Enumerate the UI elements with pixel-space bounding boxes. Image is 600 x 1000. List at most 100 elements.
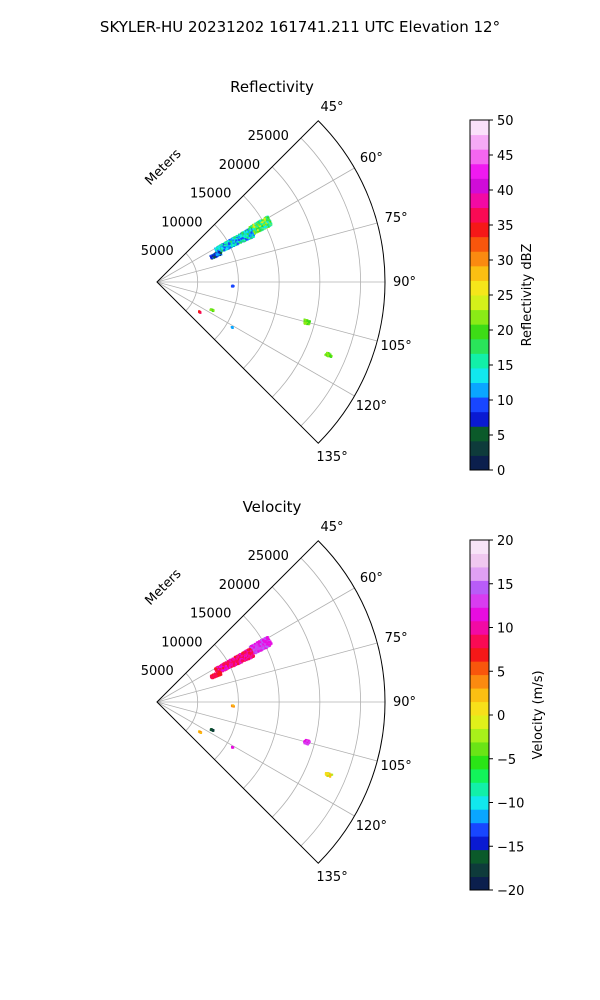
radar-gate [262,639,265,642]
radar-gate [270,642,273,645]
colorbar-tick-label: 30 [497,254,514,269]
radar-gate [224,243,227,246]
range-tick-label: 25000 [248,549,289,564]
radar-gate [209,254,212,257]
radar-gate [222,669,225,672]
radar-gate [220,249,223,252]
radar-gate [269,641,272,644]
radar-gate [230,238,233,241]
radar-gate [265,222,268,225]
radar-gate [303,740,306,743]
radar-gate [235,663,238,666]
radar-gate [251,654,254,657]
radar-gate [218,245,221,248]
radar-gate [224,242,227,245]
radar-gate [251,651,254,654]
colorbar-swatch [470,741,489,756]
radar-gate [306,319,309,322]
radar-gate [329,355,332,358]
angle-tick-label: 60° [360,151,383,166]
radar-gate [211,308,214,311]
radar-gate [232,704,235,707]
radar-gate [224,666,227,669]
radar-gate [225,662,228,665]
range-tick-label: 20000 [219,578,260,593]
colorbar-tick-label: 10 [497,394,514,409]
figure-title: SKYLER-HU 20231202 161741.211 UTC Elevat… [100,18,500,36]
colorbar-swatch [470,661,489,676]
radar-gate [225,664,228,667]
radar-gate [240,659,243,662]
radar-gate [228,239,231,242]
colorbar-swatch [470,382,489,398]
radar-gate [209,308,212,311]
radar-gate [229,663,232,666]
radar-gate [239,658,242,661]
radar-gate [217,671,220,674]
colorbar-swatch [470,309,489,325]
range-tick-label: 5000 [141,664,174,679]
radar-gate [238,656,241,659]
radar-gate [259,647,262,650]
radar-gate [250,645,253,648]
radar-gate [268,224,271,227]
radar-gate [256,641,259,644]
radar-gate [235,237,238,240]
radar-gate [211,674,214,677]
radar-gate [235,661,238,664]
radar-gate [250,654,253,657]
radar-gate [246,238,249,241]
radar-gate [238,234,241,237]
radar-gate [230,665,233,668]
radar-gate [216,247,219,250]
radar-gate [256,223,259,226]
azimuth-spoke [156,222,378,283]
azimuth-spoke [156,281,355,397]
radar-gate [248,654,251,657]
colorbar-swatch [470,809,489,824]
radar-gate [218,247,221,250]
radar-gate [247,648,250,651]
radar-gate [329,354,332,357]
radar-gate [304,739,307,742]
radar-gate [226,243,229,246]
radar-gate [308,740,311,743]
colorbar-swatch [470,207,489,223]
radar-gate [236,658,239,661]
radar-gate [220,246,223,249]
colorbar-swatch [470,607,489,622]
radar-gate [219,666,222,669]
radar-gate [247,229,250,232]
radar-gate [263,222,266,225]
radar-gate [232,657,235,660]
radar-gate [330,773,333,776]
radar-gate [247,658,250,661]
radar-gate [248,233,251,236]
radar-gate [264,643,267,646]
colorbar-swatch [470,192,489,208]
radar-gate [241,237,244,240]
radar-gate [257,643,260,646]
radar-gate [247,655,250,658]
radar-gate [245,651,248,654]
radar-gate [224,244,227,247]
radar-gate [266,216,269,219]
radar-gate [257,221,260,224]
radar-gate [212,309,215,312]
colorbar-tick-label: 40 [497,184,514,199]
radar-gate [231,241,234,244]
radar-gate [326,354,329,357]
radar-gate [254,646,257,649]
radar-gate [245,234,248,237]
radar-gate [243,230,246,233]
radar-gate [220,665,223,668]
radar-gate [253,642,256,645]
colorbar-swatch [470,251,489,267]
radar-gate [252,655,255,658]
radar-gate [215,674,218,677]
azimuth-spoke [156,281,378,342]
radar-gate [224,248,227,251]
colorbar-tick-label: 5 [497,429,505,444]
radar-gate [219,253,222,256]
radar-gate [228,243,231,246]
